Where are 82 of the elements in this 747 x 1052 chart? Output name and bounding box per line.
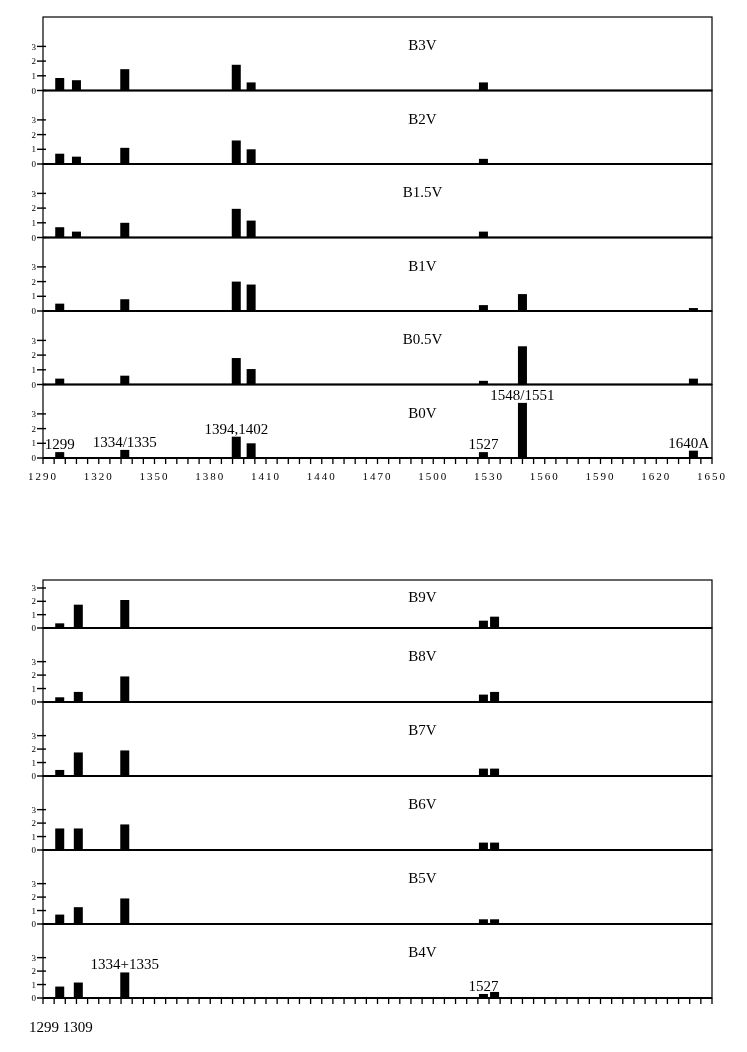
annotation: 1640A bbox=[668, 434, 710, 451]
annotation: 1394,1402 bbox=[204, 420, 269, 437]
text: 1299 1309 bbox=[29, 1019, 93, 1035]
y-tick-label: 1 bbox=[31, 217, 36, 228]
x-tick-label: 1350 bbox=[139, 470, 170, 482]
y-tick-label: 2 bbox=[31, 670, 36, 681]
annotation: 1527 bbox=[468, 436, 499, 453]
y-tick-label: 1 bbox=[31, 609, 36, 620]
y-tick-label: 1 bbox=[31, 757, 36, 768]
y-tick-label: 0 bbox=[31, 453, 37, 464]
y-tick-label: 3 bbox=[31, 952, 37, 963]
text: B5V bbox=[408, 870, 437, 887]
y-tick-label: 1 bbox=[31, 364, 36, 375]
x-tick-label: 1290 bbox=[28, 470, 58, 482]
text: B8V bbox=[408, 648, 437, 665]
y-tick-label: 0 bbox=[31, 845, 37, 856]
text: B1.5V bbox=[402, 184, 443, 201]
y-tick-label: 0 bbox=[31, 306, 37, 317]
x-tick-label: 1380 bbox=[195, 470, 226, 482]
annotation: 1548/1551 bbox=[490, 386, 555, 403]
x-tick-label: 1470 bbox=[362, 470, 393, 482]
text: B7V bbox=[408, 722, 437, 739]
y-tick-label: 2 bbox=[31, 966, 36, 977]
y-tick-label: 1 bbox=[31, 831, 36, 842]
x-tick-label: 1440 bbox=[306, 470, 337, 482]
y-tick-label: 2 bbox=[31, 744, 36, 755]
y-tick-label: 0 bbox=[31, 919, 37, 930]
text: B6V bbox=[408, 796, 437, 813]
x-tick-label: 1530 bbox=[474, 470, 504, 482]
y-tick-label: 3 bbox=[31, 409, 37, 420]
y-tick-label: 1 bbox=[31, 438, 36, 449]
annotation: 1299 bbox=[44, 436, 75, 453]
y-tick-label: 0 bbox=[31, 159, 37, 170]
y-tick-label: 1 bbox=[31, 70, 36, 81]
text: B0V bbox=[408, 404, 437, 421]
x-tick-label: 1620 bbox=[641, 470, 672, 482]
y-tick-label: 0 bbox=[31, 771, 37, 782]
y-tick-label: 2 bbox=[31, 423, 36, 434]
annotation: 1334+1335 bbox=[90, 956, 159, 973]
text: B9V bbox=[408, 588, 437, 605]
y-tick-label: 3 bbox=[31, 41, 37, 52]
text: B1V bbox=[408, 257, 437, 274]
y-tick-label: 2 bbox=[31, 56, 36, 67]
annotation: 1527 bbox=[468, 977, 499, 994]
x-tick-label: 1590 bbox=[585, 470, 616, 482]
x-tick-label: 1560 bbox=[529, 470, 560, 482]
x-tick-label: 1500 bbox=[418, 470, 449, 482]
y-tick-label: 3 bbox=[31, 583, 37, 594]
y-tick-label: 0 bbox=[31, 85, 37, 96]
y-tick-label: 3 bbox=[31, 335, 37, 346]
y-tick-label: 2 bbox=[31, 203, 36, 214]
y-tick-label: 2 bbox=[31, 596, 36, 607]
y-tick-label: 0 bbox=[31, 993, 37, 1004]
y-tick-label: 2 bbox=[31, 350, 36, 361]
y-tick-label: 2 bbox=[31, 892, 36, 903]
text: B0.5V bbox=[402, 331, 443, 348]
y-tick-label: 2 bbox=[31, 818, 36, 829]
text: B2V bbox=[408, 110, 437, 127]
y-tick-label: 0 bbox=[31, 623, 37, 634]
y-tick-label: 1 bbox=[31, 291, 36, 302]
text: B3V bbox=[408, 37, 437, 54]
text: B4V bbox=[408, 944, 437, 961]
y-tick-label: 1 bbox=[31, 683, 36, 694]
y-tick-label: 2 bbox=[31, 129, 36, 140]
y-tick-label: 3 bbox=[31, 262, 37, 273]
annotation: 1334/1335 bbox=[92, 433, 157, 450]
x-tick-label: 1650 bbox=[697, 470, 727, 482]
y-tick-label: 0 bbox=[31, 697, 37, 708]
y-tick-label: 3 bbox=[31, 730, 37, 741]
y-tick-label: 3 bbox=[31, 804, 37, 815]
x-tick-label: 1410 bbox=[251, 470, 281, 482]
y-tick-label: 1 bbox=[31, 979, 36, 990]
y-tick-label: 3 bbox=[31, 115, 37, 126]
y-tick-label: 1 bbox=[31, 905, 36, 916]
x-tick-label: 1320 bbox=[83, 470, 114, 482]
y-tick-label: 0 bbox=[31, 232, 37, 243]
y-tick-label: 3 bbox=[31, 656, 37, 667]
y-tick-label: 1 bbox=[31, 144, 36, 155]
y-tick-label: 0 bbox=[31, 379, 37, 390]
y-tick-label: 3 bbox=[31, 878, 37, 889]
y-tick-label: 2 bbox=[31, 276, 36, 287]
y-tick-label: 3 bbox=[31, 188, 37, 199]
